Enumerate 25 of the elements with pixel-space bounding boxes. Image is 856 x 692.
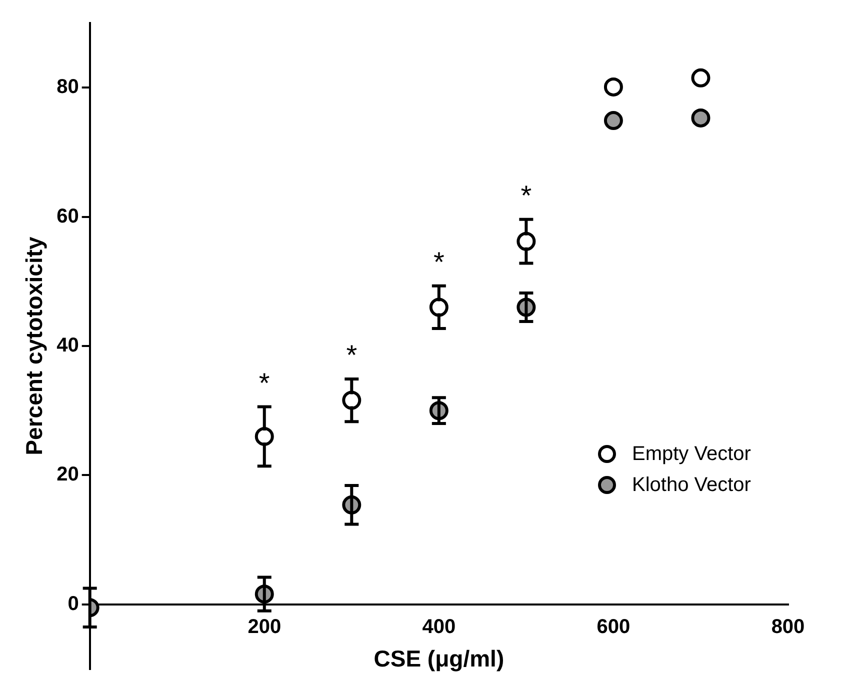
point — [254, 426, 274, 446]
legend-label: Empty Vector — [632, 442, 751, 466]
x-tick-label: 400 — [422, 616, 456, 638]
point — [604, 111, 623, 130]
y-tick-label: 40 — [56, 334, 79, 357]
legend-label: Klotho Vector — [632, 474, 751, 497]
point — [604, 77, 623, 96]
x-axis-title: CSE (μg/ml) — [374, 646, 504, 672]
point — [691, 108, 710, 128]
y-axis-title: Percent cytotoxicity — [21, 236, 48, 456]
y-tick-label: 60 — [56, 205, 79, 228]
annotation: * — [258, 367, 270, 398]
y-tick-label: 0 — [68, 592, 79, 615]
x-tick-label: 800 — [771, 616, 805, 638]
point — [342, 390, 362, 410]
y-tick-label: 80 — [56, 76, 79, 98]
annotation: * — [520, 180, 532, 212]
point — [429, 298, 448, 317]
point — [516, 232, 536, 251]
y-tick-label: 20 — [56, 464, 79, 486]
annotation: * — [346, 340, 358, 371]
x-tick-label: 600 — [596, 616, 630, 638]
annotation: * — [433, 246, 444, 278]
point — [691, 68, 710, 88]
x-tick-label: 200 — [248, 616, 282, 638]
